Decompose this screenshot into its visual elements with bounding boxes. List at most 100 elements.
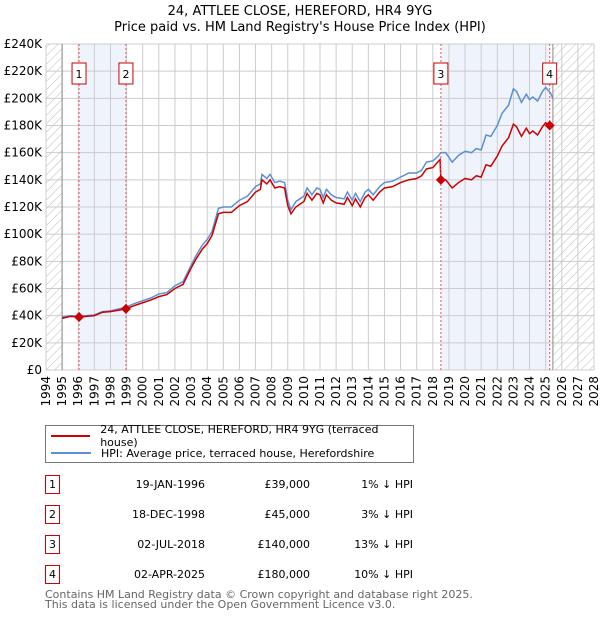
x-tick-label: 2011 xyxy=(313,376,327,407)
badge-box xyxy=(433,62,449,85)
x-tick-label: 2013 xyxy=(345,376,359,407)
hpi-line xyxy=(61,86,554,318)
x-tick-label: 1996 xyxy=(71,376,85,407)
footer: Contains HM Land Registry data © Crown c… xyxy=(45,588,473,611)
y-tick-label: £80K xyxy=(11,254,43,268)
sale-point xyxy=(120,303,131,314)
y-tick-label: £180K xyxy=(4,119,44,133)
x-tick-label: 2028 xyxy=(587,376,600,407)
badge-label: 3 xyxy=(437,68,444,81)
x-tick-label: 1999 xyxy=(120,376,134,407)
badge-label: 2 xyxy=(122,68,129,81)
legend-item-property: 24, ATTLEE CLOSE, HEREFORD, HR4 9YG (ter… xyxy=(46,423,413,449)
x-tick-label: 2023 xyxy=(506,376,520,407)
transaction-row: 3 02-JUL-2018 £140,000 13% ↓ HPI xyxy=(45,535,445,555)
x-tick-label: 2009 xyxy=(281,376,295,407)
y-tick-label: £0 xyxy=(27,363,42,377)
legend-swatch-red xyxy=(51,435,91,437)
x-tick-label: 1997 xyxy=(87,376,101,407)
x-tick-label: 1995 xyxy=(55,376,69,407)
x-tick-label: 2004 xyxy=(200,376,214,407)
plot-area: 1994 1995 1996 1997 1998 1999 2000 2001 2002 2003… xyxy=(4,37,600,407)
chart-subtitle: Price paid vs. HM Land Registry's House … xyxy=(114,20,486,35)
x-tick-label: 2016 xyxy=(394,376,408,407)
y-tick-label: £160K xyxy=(4,146,44,160)
x-tick-label: 2012 xyxy=(329,376,343,407)
x-tick-label: 2003 xyxy=(184,376,198,407)
x-tick-label: 2018 xyxy=(426,376,440,407)
x-tick-label: 2015 xyxy=(377,376,391,407)
x-tick-label: 2017 xyxy=(410,376,424,407)
x-tick-label: 2002 xyxy=(168,376,182,407)
badge-box xyxy=(71,62,87,85)
x-tick-label: 2010 xyxy=(297,376,311,407)
y-tick-label: £40K xyxy=(11,309,43,323)
x-tick-label: 1998 xyxy=(103,376,117,407)
x-tick-label: 2006 xyxy=(232,376,246,407)
legend-swatch-blue xyxy=(51,452,91,454)
y-tick-label: £200K xyxy=(4,91,44,105)
badge-label: 1 xyxy=(76,68,83,81)
row-badge: 2 xyxy=(45,505,60,524)
y-tick-label: £60K xyxy=(11,282,43,296)
x-tick-label: 2019 xyxy=(442,376,456,407)
x-tick-label: 2024 xyxy=(523,376,537,407)
transaction-badge: 2 xyxy=(118,62,134,85)
y-tick-label: £140K xyxy=(4,173,44,187)
chart-title: 24, ATTLEE CLOSE, HEREFORD, HR4 9YG xyxy=(167,4,433,19)
transaction-badge: 1 xyxy=(71,62,87,85)
x-tick-label: 2027 xyxy=(571,376,585,407)
transaction-row: 1 19-JAN-1996 £39,000 1% ↓ HPI xyxy=(45,475,445,495)
transaction-badge: 3 xyxy=(433,62,449,85)
footer-line1: Contains HM Land Registry data © Crown c… xyxy=(45,588,473,601)
row-badge: 3 xyxy=(45,535,60,554)
row-price: £140,000 xyxy=(257,538,311,551)
footer-line2: This data is licensed under the Open Gov… xyxy=(45,598,396,611)
y-tick-label: £20K xyxy=(11,336,43,350)
x-tick-label: 2022 xyxy=(490,376,504,407)
row-badge: 1 xyxy=(45,475,60,494)
sale-point xyxy=(74,312,85,323)
legend: 24, ATTLEE CLOSE, HEREFORD, HR4 9YG (ter… xyxy=(45,423,414,463)
y-tick-label: £120K xyxy=(4,200,44,214)
row-hpi-diff: 13% ↓ HPI xyxy=(354,538,413,551)
price-paid-line xyxy=(61,121,551,320)
legend-label: HPI: Average price, terraced house, Here… xyxy=(101,446,375,460)
x-tick-label: 2008 xyxy=(265,376,279,407)
row-price: £180,000 xyxy=(257,568,311,581)
legend-item-hpi: HPI: Average price, terraced house, Here… xyxy=(46,445,374,461)
x-tick-label: 2025 xyxy=(539,376,553,407)
badge-label: 4 xyxy=(546,68,553,81)
row-date: 18-DEC-1998 xyxy=(131,508,205,521)
x-tick-label: 2000 xyxy=(136,376,150,407)
transaction-row: 4 02-APR-2025 £180,000 10% ↓ HPI xyxy=(45,565,445,585)
sale-point xyxy=(435,174,446,185)
row-date: 19-JAN-1996 xyxy=(135,478,205,491)
x-tick-label: 2007 xyxy=(249,376,263,407)
legend-label: 24, ATTLEE CLOSE, HEREFORD, HR4 9YG (ter… xyxy=(100,423,379,449)
x-tick-label: 2020 xyxy=(458,376,472,407)
x-tick-label: 2026 xyxy=(555,376,569,407)
badge-box xyxy=(542,62,558,85)
row-hpi-diff: 1% ↓ HPI xyxy=(361,478,413,491)
x-tick-label: 2001 xyxy=(152,376,166,407)
x-tick-label: 2014 xyxy=(361,376,375,407)
badge-box xyxy=(118,62,134,85)
sale-point xyxy=(544,120,555,131)
row-price: £39,000 xyxy=(264,478,311,491)
y-tick-label: £100K xyxy=(4,227,44,241)
row-hpi-diff: 10% ↓ HPI xyxy=(354,568,413,581)
row-date: 02-APR-2025 xyxy=(133,568,205,581)
y-tick-label: £220K xyxy=(4,64,44,78)
row-hpi-diff: 3% ↓ HPI xyxy=(361,508,413,521)
transaction-badge: 4 xyxy=(542,62,558,85)
y-tick-label: £240K xyxy=(4,37,44,51)
row-badge: 4 xyxy=(45,565,60,584)
x-tick-label: 1994 xyxy=(39,376,53,407)
row-date: 02-JUL-2018 xyxy=(137,538,205,551)
x-tick-label: 2021 xyxy=(474,376,488,407)
x-tick-label: 2005 xyxy=(216,376,230,407)
row-price: £45,000 xyxy=(264,508,311,521)
transaction-row: 2 18-DEC-1998 £45,000 3% ↓ HPI xyxy=(45,505,445,525)
